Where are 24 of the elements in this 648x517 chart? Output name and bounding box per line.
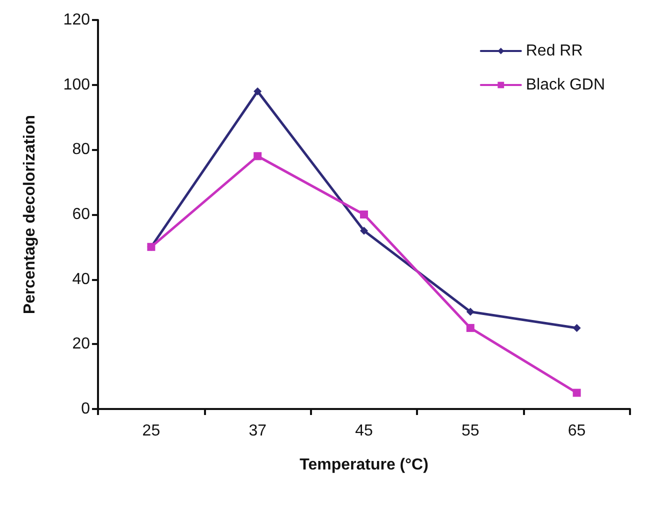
point (466, 324, 474, 332)
y-axis-title: Percentage decolorization (22, 114, 38, 314)
y-tick-label: 100 (63, 76, 90, 94)
point (572, 324, 581, 332)
point (572, 388, 581, 397)
point (254, 152, 262, 160)
y-tick-label: 60 (72, 206, 90, 223)
legend-label: Red RR (526, 42, 583, 60)
x-axis-title: Temperature (°C) (300, 456, 428, 474)
y-tick-label: 40 (72, 270, 90, 288)
legend-label: Black GDN (526, 76, 605, 94)
x-tick-label: 37 (248, 422, 267, 440)
x-tick-label: 25 (142, 422, 160, 440)
y-tick-label: 0 (81, 400, 90, 418)
y-tick-label: 120 (63, 12, 90, 28)
x-tick-label: 45 (355, 422, 373, 440)
x-tick-label: 65 (568, 422, 586, 440)
point (360, 226, 368, 235)
x-tick-label: 55 (462, 422, 480, 440)
point (466, 308, 474, 316)
point (254, 87, 262, 96)
point (360, 210, 368, 218)
y-tick-label: 20 (72, 336, 90, 353)
y-tick-label: 80 (72, 141, 90, 158)
